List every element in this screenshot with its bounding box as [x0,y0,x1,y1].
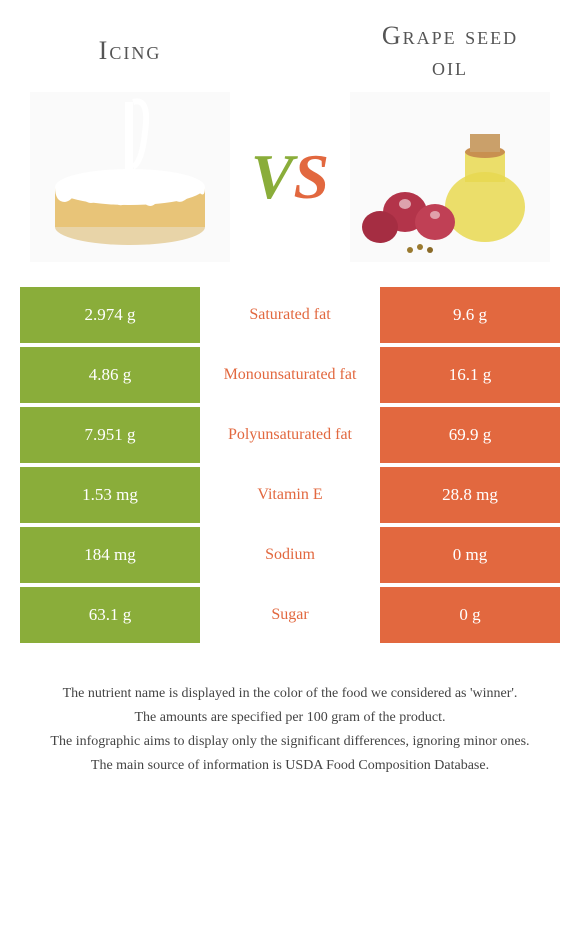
left-value: 1.53 mg [20,467,200,523]
vs-label: VS [251,140,329,214]
right-value: 9.6 g [380,287,560,343]
vs-v: V [251,141,294,212]
nutrient-label: Saturated fat [200,287,380,343]
left-title: Icing [10,36,250,66]
left-value: 4.86 g [20,347,200,403]
footer-line: The main source of information is USDA F… [25,755,555,776]
table-row: 7.951 gPolyunsaturated fat69.9 g [20,407,560,463]
nutrient-label: Sodium [200,527,380,583]
footer-line: The infographic aims to display only the… [25,731,555,752]
nutrient-label: Monounsaturated fat [200,347,380,403]
images-row: VS [10,92,570,287]
table-row: 1.53 mgVitamin E28.8 mg [20,467,560,523]
footer-notes: The nutrient name is displayed in the co… [10,683,570,776]
oil-icon [350,92,550,262]
table-row: 2.974 gSaturated fat9.6 g [20,287,560,343]
table-row: 4.86 gMonounsaturated fat16.1 g [20,347,560,403]
nutrient-label: Polyunsaturated fat [200,407,380,463]
right-value: 69.9 g [380,407,560,463]
left-value: 63.1 g [20,587,200,643]
right-image [350,92,550,262]
footer-line: The amounts are specified per 100 gram o… [25,707,555,728]
footer-line: The nutrient name is displayed in the co… [25,683,555,704]
left-value: 7.951 g [20,407,200,463]
header-row: Icing Grape seed oil [10,20,570,82]
right-value: 0 mg [380,527,560,583]
table-row: 184 mgSodium0 mg [20,527,560,583]
right-value: 16.1 g [380,347,560,403]
comparison-table: 2.974 gSaturated fat9.6 g4.86 gMonounsat… [20,287,560,643]
infographic-container: Icing Grape seed oil VS [0,0,580,799]
cake-icon [30,92,230,262]
nutrient-label: Sugar [200,587,380,643]
right-value: 28.8 mg [380,467,560,523]
nutrient-label: Vitamin E [200,467,380,523]
left-image [30,92,230,262]
right-title-line1: Grape seed [382,21,518,50]
vs-s: S [294,141,330,212]
table-row: 63.1 gSugar0 g [20,587,560,643]
left-value: 184 mg [20,527,200,583]
left-value: 2.974 g [20,287,200,343]
right-value: 0 g [380,587,560,643]
right-title: Grape seed oil [330,20,570,82]
right-title-line2: oil [432,52,468,81]
